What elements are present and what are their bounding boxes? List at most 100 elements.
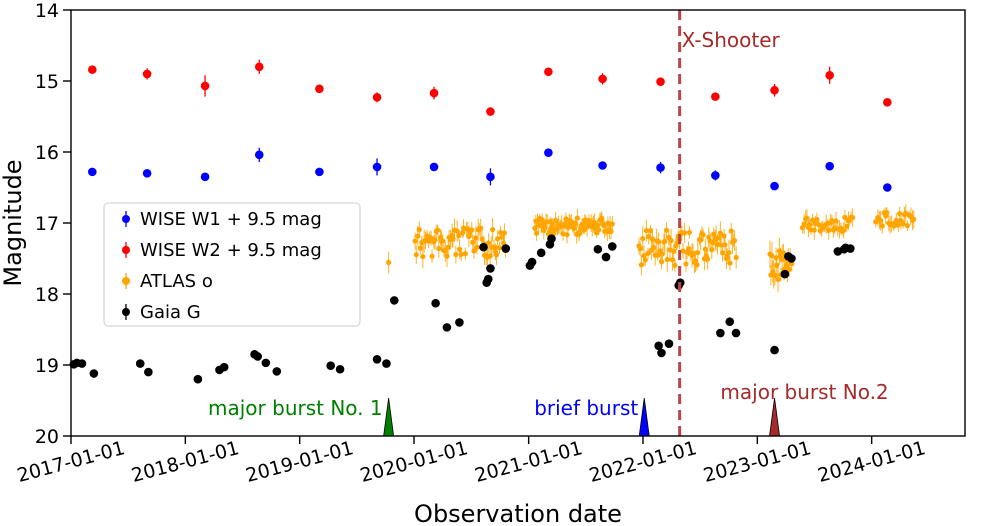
series-3-point: [685, 246, 692, 252]
series-3-point: [436, 245, 442, 252]
series-4-point: [77, 359, 87, 368]
legend-label: WISE W1 + 9.5 mag: [140, 209, 322, 230]
series-3-point: [564, 232, 570, 238]
legend: WISE W1 + 9.5 mag WISE W2 + 9.5 mag ATLAS …: [103, 202, 361, 327]
series-4-point: [593, 244, 603, 254]
series-3-point: [637, 245, 643, 252]
x-tick-label: 2023-01-01: [701, 437, 813, 487]
series-3-point: [601, 222, 607, 229]
series-1-point: [372, 162, 382, 172]
x-tick-label: 2022-01-01: [587, 437, 699, 487]
series-4-point: [607, 242, 617, 251]
series-4-point: [483, 274, 493, 284]
y-tick-label: 18: [35, 284, 59, 306]
y-tick-label: 19: [35, 355, 59, 377]
series-3-point: [474, 244, 480, 250]
series-3-point: [680, 248, 686, 254]
series-3-point: [453, 251, 459, 258]
series-1-point: [598, 161, 607, 170]
series-3-point: [733, 254, 739, 261]
series-4-point: [455, 318, 464, 327]
series-4-point: [731, 328, 741, 338]
series-3-point: [659, 251, 665, 257]
y-tick-label: 15: [35, 71, 59, 93]
series-3-point: [420, 253, 426, 260]
series-3-point: [471, 248, 477, 254]
series-2-point: [315, 84, 324, 94]
series-3-point: [774, 262, 780, 268]
series-2-point: [656, 77, 665, 87]
series-3-point: [850, 215, 856, 221]
y-axis-label: Magnitude: [0, 159, 27, 286]
series-1-point: [200, 172, 210, 182]
x-axis-label: Observation date: [414, 500, 622, 526]
x-tick-label: 2020-01-01: [358, 437, 470, 487]
series-3-point: [640, 236, 646, 242]
series-3-point: [719, 250, 726, 256]
legend-marker: [122, 308, 130, 316]
series-3-point: [663, 227, 670, 233]
series-4-point: [326, 361, 335, 371]
series-1-point: [315, 167, 324, 177]
series-2-point: [598, 74, 607, 84]
series-4-point: [479, 242, 488, 252]
series-3-point: [478, 225, 484, 231]
series-4-point: [536, 248, 546, 258]
y-tick-label: 16: [35, 142, 59, 164]
legend-marker: [122, 215, 130, 223]
series-1-point: [825, 161, 834, 171]
series-3-point: [646, 233, 652, 240]
series-4-point: [372, 355, 382, 364]
series-3-point: [460, 229, 466, 236]
series-3-point: [895, 222, 901, 228]
series-3-point: [572, 220, 578, 226]
series-3-point: [571, 225, 577, 232]
series-3-point: [727, 260, 733, 266]
series-3-point: [655, 252, 661, 258]
series-4-point: [770, 345, 779, 355]
series-4-point: [527, 257, 537, 267]
series-3-point: [671, 248, 677, 254]
series-3-point: [560, 231, 566, 237]
series-4-point: [787, 254, 796, 263]
series-3-point: [493, 252, 500, 258]
series-3-point: [786, 266, 792, 272]
series-2-point: [770, 85, 779, 95]
series-3-point: [434, 227, 441, 233]
x-tick-label: 2017-01-01: [15, 437, 127, 487]
series-3-point: [884, 209, 890, 216]
series-3-point: [829, 217, 835, 224]
series-3-point: [649, 236, 656, 242]
series-3-point: [900, 221, 906, 227]
y-tick-label: 20: [35, 426, 59, 448]
series-4-point: [144, 367, 153, 377]
series-3-point: [726, 250, 732, 256]
series-2-point: [711, 92, 720, 101]
series-3-point: [458, 251, 464, 258]
y-tick-label: 14: [35, 0, 59, 22]
series-1-point: [544, 148, 553, 158]
x-tick-label: 2019-01-01: [243, 437, 355, 487]
series-3-point: [429, 253, 435, 259]
series-4-point: [261, 358, 271, 368]
series-4-point: [382, 359, 391, 368]
series-2-point: [486, 107, 495, 116]
series-3-point: [432, 237, 438, 243]
series-3-point: [609, 221, 615, 227]
legend-label: WISE W2 + 9.5 mag: [140, 240, 322, 261]
series-3-point: [553, 217, 559, 223]
series-2-point: [883, 98, 892, 107]
series-3-point: [486, 240, 492, 246]
series-3-point: [638, 262, 644, 268]
series-4-point: [654, 341, 663, 351]
series-3-point: [647, 228, 654, 234]
series-3-point: [412, 238, 418, 244]
series-3-point: [807, 222, 813, 228]
series-3-point: [456, 232, 462, 239]
series-3-point: [731, 238, 738, 244]
series-4-point: [486, 264, 495, 273]
series-1-point: [88, 167, 97, 177]
series-3-point: [709, 247, 715, 253]
series-1-point: [142, 169, 152, 178]
series-4-point: [501, 244, 511, 253]
